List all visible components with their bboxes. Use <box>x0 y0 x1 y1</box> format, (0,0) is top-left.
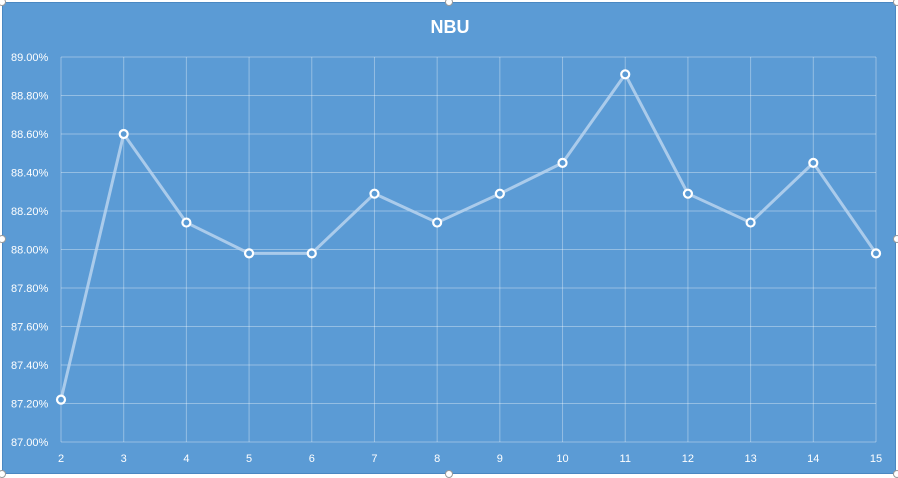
data-point-marker[interactable] <box>369 188 380 199</box>
data-point-marker[interactable] <box>745 217 756 228</box>
resize-handle-top-middle[interactable] <box>445 0 453 6</box>
x-tick-label: 8 <box>434 453 440 465</box>
x-tick-label: 15 <box>870 453 882 465</box>
y-tick-label: 87.80% <box>11 283 49 295</box>
x-tick-label: 6 <box>309 453 315 465</box>
data-point-marker[interactable] <box>494 188 505 199</box>
x-tick-label: 3 <box>121 453 127 465</box>
y-tick-label: 87.00% <box>11 437 49 449</box>
y-tick-label: 87.60% <box>11 322 49 334</box>
y-tick-label: 88.80% <box>11 91 49 103</box>
data-point-marker[interactable] <box>306 248 317 259</box>
x-tick-label: 5 <box>246 453 252 465</box>
x-tick-label: 13 <box>744 453 756 465</box>
data-point-marker[interactable] <box>870 248 882 259</box>
y-tick-label: 87.40% <box>11 360 49 372</box>
chart-title: NBU <box>431 17 470 37</box>
data-point-marker[interactable] <box>181 217 192 228</box>
y-tick-label: 89.00% <box>11 52 49 64</box>
data-point-marker[interactable] <box>118 128 129 140</box>
x-axis-tick-labels: 2 3 4 5 6 7 8 9 10 11 12 13 14 15 <box>58 453 882 465</box>
x-tick-label: 10 <box>556 453 568 465</box>
y-tick-label: 88.60% <box>11 129 49 141</box>
data-point-marker[interactable] <box>620 69 631 80</box>
resize-handle-top-left[interactable] <box>0 0 6 6</box>
gridlines <box>60 56 877 443</box>
x-tick-label: 4 <box>183 453 189 465</box>
data-point-marker[interactable] <box>432 217 443 228</box>
x-tick-label: 12 <box>682 453 694 465</box>
y-tick-label: 88.00% <box>11 245 49 257</box>
resize-handle-middle-right[interactable] <box>893 235 898 243</box>
data-point-marker[interactable] <box>243 248 255 259</box>
resize-handle-middle-left[interactable] <box>0 235 6 243</box>
x-tick-label: 11 <box>620 453 631 465</box>
data-point-marker[interactable] <box>682 188 694 199</box>
line-chart: NBU 87.00% 87.20% 87.40% 87.60% 87.80% 88.00%… <box>11 17 882 465</box>
x-tick-label: 7 <box>371 453 377 465</box>
y-axis-tick-labels: 87.00% 87.20% 87.40% 87.60% 87.80% 88.00% 88.2… <box>11 52 49 449</box>
y-tick-label: 88.20% <box>11 206 49 218</box>
y-tick-label: 88.40% <box>11 168 49 180</box>
x-tick-label: 9 <box>497 453 503 465</box>
series-line <box>59 72 878 400</box>
x-tick-label: 2 <box>58 453 64 465</box>
data-point-marker[interactable] <box>808 157 819 168</box>
x-tick-label: 14 <box>807 453 819 465</box>
resize-handle-top-right[interactable] <box>893 0 898 6</box>
data-point-marker[interactable] <box>55 394 67 405</box>
y-tick-label: 87.20% <box>11 399 49 411</box>
data-markers <box>55 69 882 405</box>
data-point-marker[interactable] <box>557 157 568 168</box>
